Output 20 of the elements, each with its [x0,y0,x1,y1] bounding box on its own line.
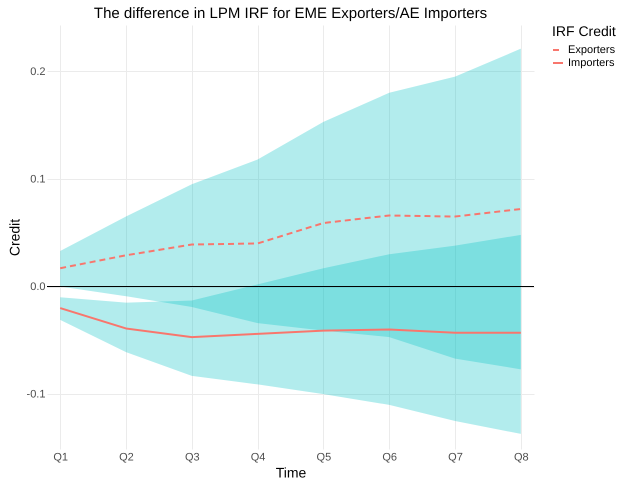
x-axis-title: Time [276,464,307,480]
x-tick-label: Q3 [184,452,200,464]
x-tick-label: Q1 [53,452,68,464]
x-tick-label: Q5 [316,452,332,464]
legend-label: Importers [568,57,615,69]
chart-title: The difference in LPM IRF for EME Exporters/AE Importers [94,5,488,22]
line-series [59,307,522,338]
y-tick-label: -0.1 [26,388,46,401]
y-axis-title: Credit [6,218,23,256]
legend-title: IRF Credit [552,23,616,39]
y-tick-label: 0.0 [30,281,46,294]
legend-label: Exporters [568,44,616,56]
x-tick-label: Q6 [382,452,398,464]
x-tick-label: Q7 [448,452,463,464]
y-tick-label: 0.2 [30,66,46,78]
x-tick-label: Q2 [119,452,134,464]
x-tick-label: Q4 [250,452,266,464]
y-tick-label: 0.1 [30,173,46,186]
x-tick-label: Q8 [514,452,529,464]
line-series [59,208,522,270]
